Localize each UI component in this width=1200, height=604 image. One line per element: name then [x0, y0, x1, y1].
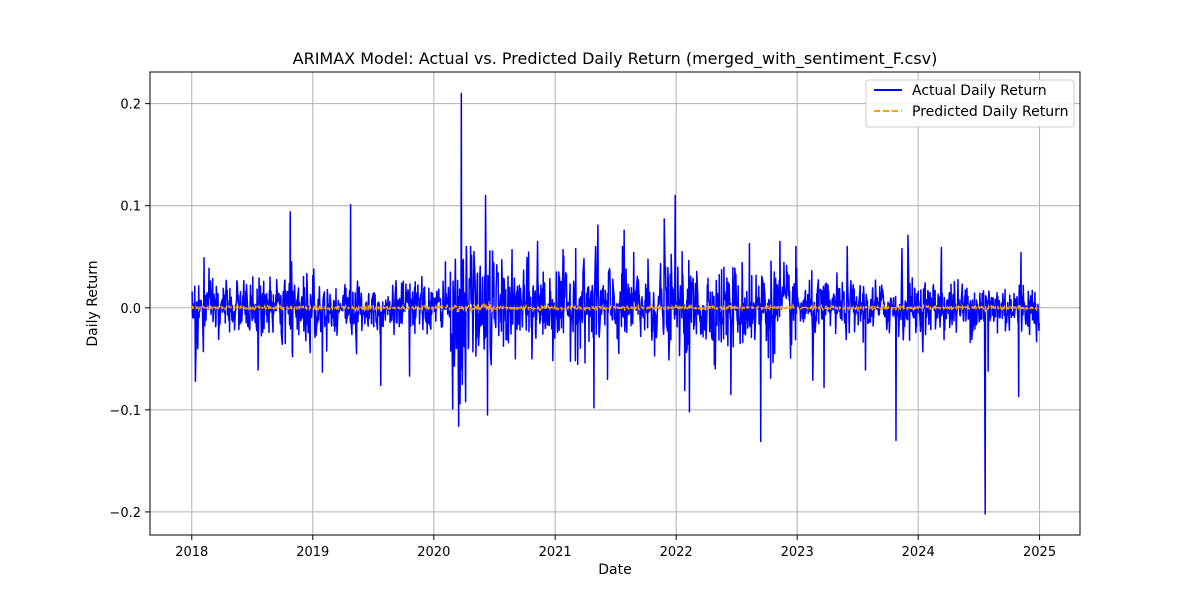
y-axis-label: Daily Return — [85, 260, 101, 346]
x-tick-label: 2025 — [1023, 545, 1056, 560]
legend: Actual Daily Return Predicted Daily Retu… — [865, 79, 1075, 128]
y-tick-label: 0.0 — [120, 302, 141, 317]
legend-box — [865, 79, 1075, 128]
x-tick-label: 2021 — [539, 545, 572, 560]
x-tick-label: 2022 — [660, 545, 693, 560]
y-tick-label: −0.1 — [109, 404, 141, 419]
x-tick-label: 2019 — [296, 545, 329, 560]
x-tick-label: 2023 — [781, 545, 814, 560]
y-tick-label: 0.1 — [120, 200, 141, 215]
legend-predicted-label: Predicted Daily Return — [912, 104, 1069, 120]
x-axis-label: Date — [598, 562, 631, 578]
chart-title: ARIMAX Model: Actual vs. Predicted Daily… — [293, 49, 938, 69]
x-tick-label: 2018 — [175, 545, 208, 560]
series-line-predicted-daily-return — [191, 302, 1040, 314]
series-line-actual-daily-return — [191, 92, 1040, 515]
y-tick-label: −0.2 — [109, 506, 141, 521]
x-tick-label: 2024 — [902, 545, 935, 560]
legend-actual-label: Actual Daily Return — [912, 83, 1047, 99]
x-tick-label: 2020 — [417, 545, 450, 560]
y-tick-label: 0.2 — [120, 98, 141, 113]
plot-area-frame — [149, 71, 1081, 536]
